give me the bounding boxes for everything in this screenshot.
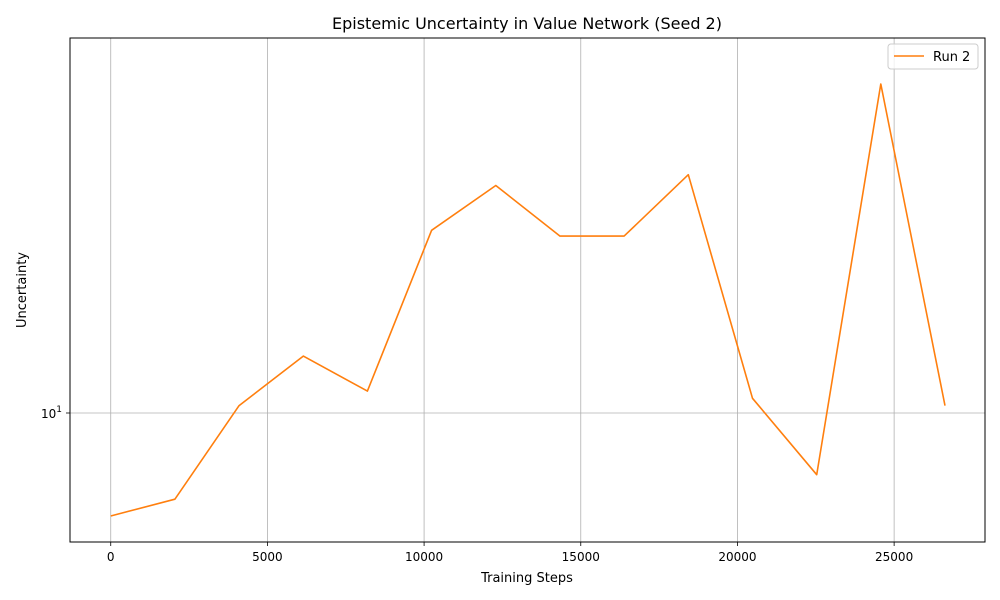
x-tick-label: 25000 <box>875 550 913 564</box>
legend: Run 2 <box>887 43 979 70</box>
x-tick-label: 5000 <box>252 550 283 564</box>
chart-title: Epistemic Uncertainty in Value Network (… <box>332 14 722 33</box>
x-axis-label: Training Steps <box>480 571 573 586</box>
grid-lines <box>70 38 985 542</box>
y-axis-ticks: 101 <box>41 405 70 421</box>
x-tick-label: 0 <box>107 550 115 564</box>
plot-frame <box>69 37 986 543</box>
series-line-run-2 <box>110 83 946 517</box>
y-tick-label: 101 <box>41 405 62 421</box>
y-axis-label: Uncertainty <box>15 252 30 328</box>
x-tick-label: 15000 <box>562 550 600 564</box>
legend-label-run-2: Run 2 <box>933 50 970 65</box>
x-tick-label: 10000 <box>405 550 443 564</box>
x-tick-label: 20000 <box>718 550 756 564</box>
x-axis-ticks: 0 5000 10000 15000 20000 25000 <box>107 542 913 564</box>
series-lines <box>110 83 946 517</box>
legend-box <box>887 43 979 70</box>
